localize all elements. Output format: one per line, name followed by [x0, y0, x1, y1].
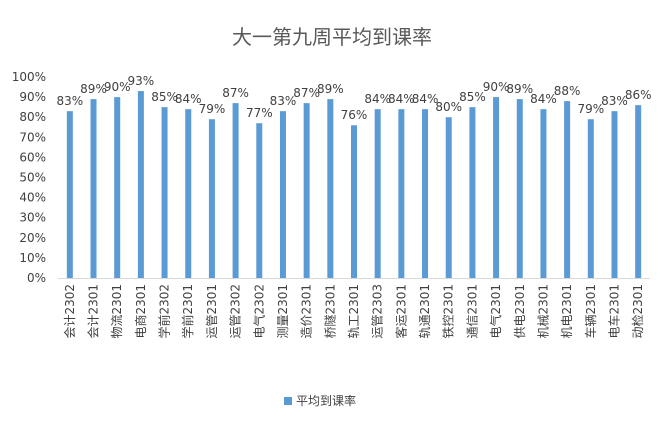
bar-value-label: 79% — [577, 102, 604, 116]
bar[interactable] — [327, 99, 334, 278]
bar-value-label: 93% — [128, 74, 155, 88]
y-tick-label: 50% — [19, 171, 46, 185]
y-tick-label: 60% — [19, 150, 46, 164]
y-tick-label: 70% — [19, 130, 46, 144]
x-category-label: 轨工2301 — [347, 284, 361, 339]
x-category-label: 供电2301 — [513, 284, 527, 339]
bar-value-label: 87% — [222, 86, 249, 100]
bar-value-label: 89% — [317, 82, 344, 96]
bar-value-label: 90% — [104, 80, 131, 94]
x-category-label: 运管2301 — [204, 284, 219, 339]
x-category-label: 测量2301 — [276, 284, 290, 339]
bar[interactable] — [422, 109, 429, 278]
bar[interactable] — [493, 97, 500, 278]
y-axis: 0% 10% 20% 30% 40% 50% 60% 70% 80% 90% 100% — [12, 70, 46, 285]
bar-value-label: 84% — [388, 92, 415, 106]
legend-label: 平均到课率 — [296, 393, 356, 408]
bar-value-label: 76% — [341, 108, 368, 122]
y-tick-label: 10% — [19, 251, 46, 265]
bar-value-label: 89% — [80, 82, 107, 96]
bar[interactable] — [232, 103, 239, 278]
bar-value-label: 89% — [506, 82, 533, 96]
x-category-label: 学前2301 — [180, 284, 195, 339]
bar[interactable] — [469, 107, 476, 279]
x-category-label: 运管2302 — [228, 284, 243, 339]
bar[interactable] — [161, 107, 168, 279]
x-category-label: 轨通2301 — [418, 284, 432, 339]
bar-value-label: 86% — [625, 88, 652, 102]
data-labels: 83%89%90%93%85%84%79%87%77%83%87%89%76%8… — [57, 74, 652, 122]
chart-title: 大一第九周平均到课率 — [232, 25, 432, 49]
bar[interactable] — [351, 125, 357, 279]
bar[interactable] — [564, 101, 571, 279]
bar[interactable] — [137, 91, 144, 278]
x-category-label: 机电2301 — [560, 284, 574, 339]
x-category-label: 铁控2301 — [442, 284, 456, 339]
bar[interactable] — [540, 109, 547, 278]
y-tick-label: 80% — [19, 110, 46, 124]
x-category-label: 机械2301 — [535, 284, 550, 339]
bar-value-label: 84% — [175, 92, 202, 106]
bar-value-label: 84% — [412, 92, 439, 106]
x-category-label: 电气2301 — [488, 284, 503, 339]
x-category-label: 动检2301 — [630, 284, 645, 339]
bar[interactable] — [90, 99, 97, 278]
bar[interactable] — [398, 109, 405, 278]
x-category-label: 客运2301 — [393, 284, 408, 339]
x-axis-labels: 会计2302 会计2301 物流2301 电商2301 学前2302 学前2301 运管23… — [63, 284, 645, 339]
x-category-label: 车辆2301 — [583, 284, 598, 339]
bar-value-label: 77% — [246, 106, 273, 120]
x-category-label: 会计2302 — [63, 284, 77, 339]
bar-value-label: 87% — [293, 86, 320, 100]
y-tick-label: 90% — [19, 90, 46, 104]
x-category-label: 学前2302 — [157, 284, 172, 339]
bar-value-label: 83% — [270, 94, 297, 108]
y-tick-label: 30% — [19, 211, 46, 225]
x-category-label: 电商2301 — [133, 284, 148, 339]
bar-value-label: 88% — [554, 84, 581, 98]
bar-value-label: 83% — [57, 94, 84, 108]
x-category-label: 造价2301 — [300, 284, 314, 339]
bar[interactable] — [445, 117, 452, 278]
bar-value-label: 83% — [601, 94, 628, 108]
bar[interactable] — [256, 123, 263, 278]
bar[interactable] — [66, 111, 73, 278]
bar[interactable] — [208, 119, 215, 279]
x-category-label: 物流2301 — [110, 284, 124, 339]
x-category-label: 电气2302 — [251, 284, 266, 339]
bar-value-label: 79% — [199, 102, 226, 116]
x-category-label: 运管2303 — [370, 284, 385, 339]
y-tick-label: 20% — [19, 231, 46, 245]
y-tick-label: 0% — [27, 271, 46, 285]
x-category-label: 电车2301 — [606, 284, 621, 339]
x-category-label: 会计2301 — [87, 284, 101, 339]
legend-swatch — [284, 397, 292, 405]
bar[interactable] — [185, 109, 192, 278]
bar-value-label: 85% — [459, 90, 486, 104]
bar[interactable] — [303, 103, 310, 278]
bar[interactable] — [516, 99, 523, 278]
bar-value-label: 84% — [530, 92, 557, 106]
bars — [66, 91, 642, 279]
bar-value-label: 90% — [483, 80, 510, 94]
x-category-label: 通信2301 — [465, 284, 479, 339]
bar[interactable] — [635, 105, 642, 278]
bar[interactable] — [114, 97, 121, 278]
bar[interactable] — [587, 119, 594, 279]
bar[interactable] — [279, 111, 286, 278]
y-tick-label: 40% — [19, 191, 46, 205]
bar[interactable] — [611, 111, 618, 278]
y-tick-label: 100% — [12, 70, 46, 84]
bar[interactable] — [374, 109, 381, 278]
bar-value-label: 85% — [151, 90, 178, 104]
bar-value-label: 84% — [364, 92, 391, 106]
legend[interactable]: 平均到课率 — [284, 393, 356, 408]
x-category-label: 桥隧2301 — [322, 284, 337, 339]
bar-value-label: 80% — [435, 100, 462, 114]
